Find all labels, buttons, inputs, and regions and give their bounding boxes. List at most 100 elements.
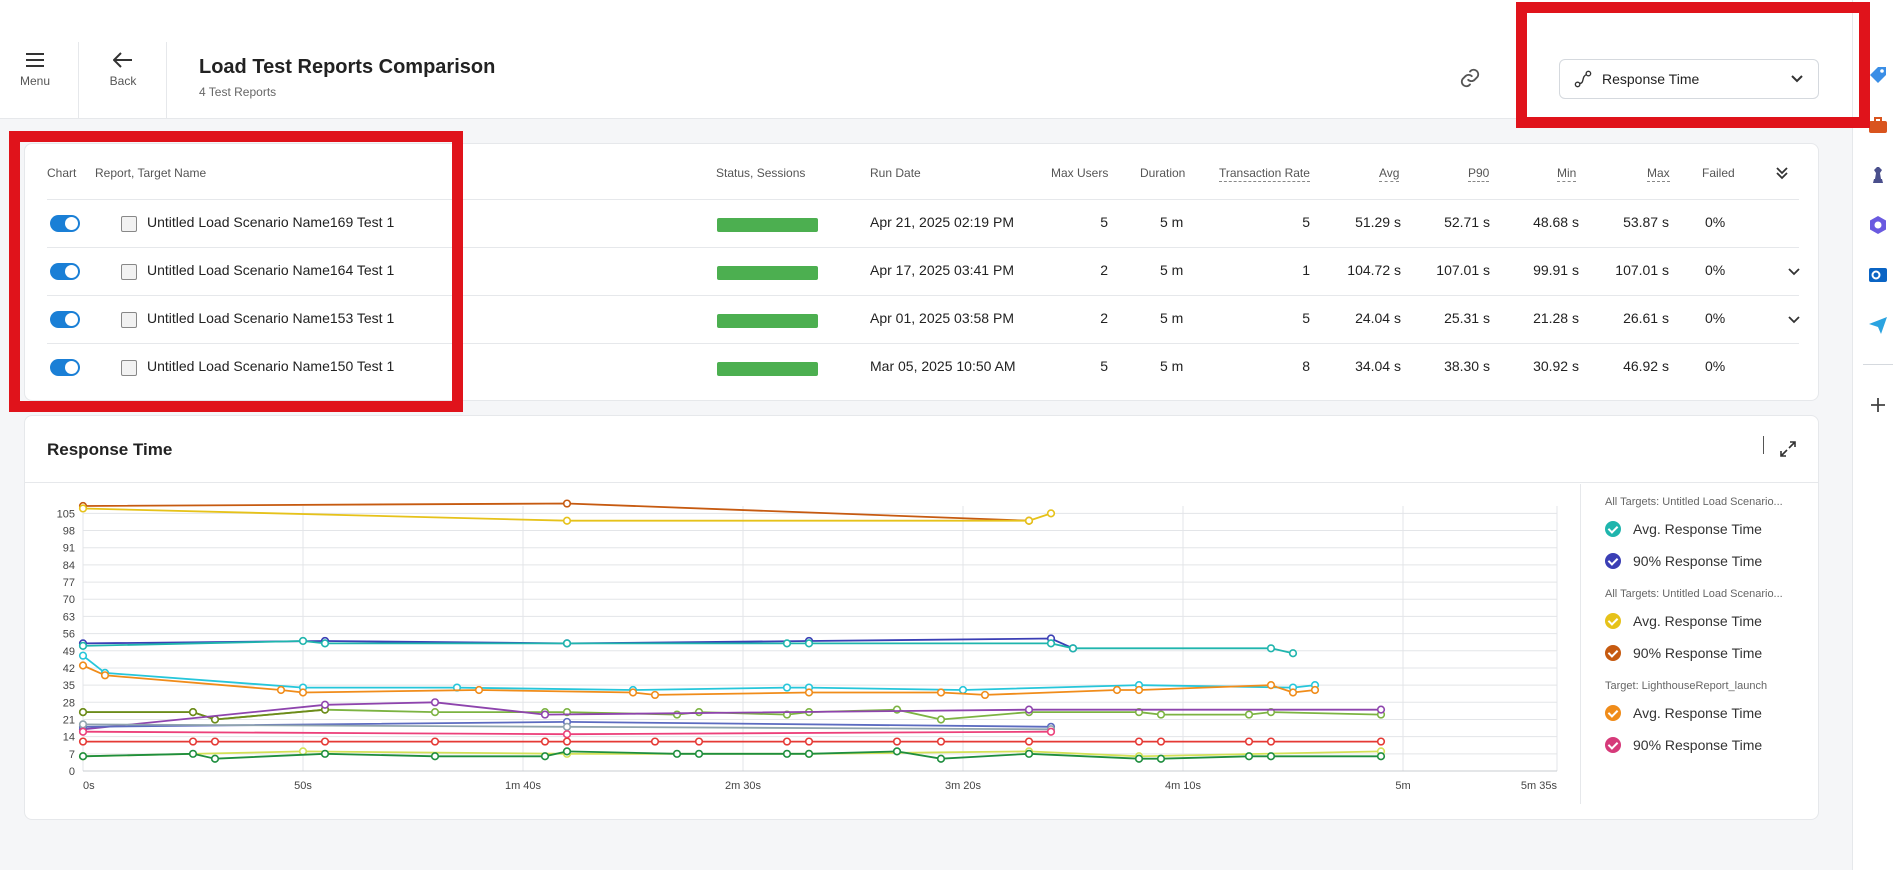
back-label: Back (109, 74, 137, 88)
back-button[interactable]: Back (82, 52, 164, 130)
data-point (320, 749, 330, 758)
chart-toggle[interactable] (50, 263, 80, 280)
data-point (694, 737, 704, 746)
data-point (100, 671, 110, 680)
expand-all-button[interactable] (1775, 166, 1789, 185)
y-tick-label: 49 (63, 646, 75, 658)
legend-item[interactable]: 90% Response Time (1605, 734, 1815, 756)
col-min[interactable]: Min (1557, 166, 1577, 182)
x-tick-label: 5m 35s (1521, 780, 1558, 792)
report-name[interactable]: Untitled Load Scenario Name164 Test 1 (147, 262, 395, 278)
cell-min: 30.92 s (1533, 358, 1579, 374)
rail-send-icon[interactable] (1865, 312, 1891, 338)
data-point (1156, 710, 1166, 719)
cell-run-date: Apr 21, 2025 02:19 PM (870, 214, 1014, 230)
rail-hexagon-icon[interactable] (1865, 212, 1891, 238)
rail-briefcase-icon[interactable] (1865, 112, 1891, 138)
data-point (188, 749, 198, 758)
legend-item[interactable]: 90% Response Time (1605, 550, 1815, 572)
rail-chess-icon[interactable] (1865, 162, 1891, 188)
y-tick-label: 77 (63, 577, 75, 589)
col-avg[interactable]: Avg (1379, 166, 1400, 182)
rail-outlook-icon[interactable] (1865, 262, 1891, 288)
y-tick-label: 7 (69, 749, 75, 761)
cell-min: 21.28 s (1533, 310, 1579, 326)
data-point (78, 661, 88, 670)
table-row[interactable]: Untitled Load Scenario Name153 Test 1 Ap… (47, 295, 1801, 343)
row-expand-button[interactable] (1787, 312, 1801, 330)
cell-p90: 38.30 s (1444, 358, 1490, 374)
toolbar-divider (1763, 436, 1764, 454)
col-failed: Failed (1702, 166, 1735, 180)
table-row[interactable]: Untitled Load Scenario Name169 Test 1 Ap… (47, 199, 1799, 247)
data-point (562, 516, 572, 525)
data-point (936, 688, 946, 697)
menu-button[interactable]: Menu (0, 52, 70, 130)
col-p90[interactable]: P90 (1468, 166, 1490, 182)
fullscreen-button[interactable] (1779, 440, 1797, 463)
hamburger-icon (26, 53, 44, 67)
report-name[interactable]: Untitled Load Scenario Name153 Test 1 (147, 310, 395, 326)
legend-item[interactable]: Avg. Response Time (1605, 610, 1815, 632)
chart-toggle[interactable] (50, 359, 80, 376)
row-expand-button[interactable] (1787, 264, 1801, 282)
col-report: Report, Target Name (95, 166, 207, 180)
x-tick-label: 4m 10s (1165, 780, 1202, 792)
col-max[interactable]: Max (1647, 166, 1670, 182)
check-circle-icon (1605, 705, 1621, 721)
cell-failed: 0% (1705, 262, 1726, 278)
x-tick-label: 3m 20s (945, 780, 982, 792)
col-max-users: Max Users (1051, 166, 1109, 180)
report-name[interactable]: Untitled Load Scenario Name150 Test 1 (147, 358, 395, 374)
legend-item-label: Avg. Response Time (1633, 521, 1762, 537)
cell-avg: 104.72 s (1347, 262, 1401, 278)
data-point (892, 747, 902, 756)
data-point (78, 727, 88, 736)
col-transaction-rate[interactable]: Transaction Rate (1219, 166, 1310, 182)
share-link-button[interactable] (1456, 64, 1484, 92)
data-point (188, 737, 198, 746)
chart-legend: All Targets: Untitled Load Scenario... Av… (1605, 496, 1815, 772)
data-point (298, 688, 308, 697)
legend-item-label: 90% Response Time (1633, 737, 1763, 753)
chart-toggle[interactable] (50, 215, 80, 232)
data-point (78, 504, 88, 513)
y-tick-label: 0 (69, 766, 75, 778)
data-point (78, 720, 88, 729)
y-tick-label: 21 (63, 714, 75, 726)
x-tick-label: 0s (83, 780, 95, 792)
chevron-down-icon (1788, 316, 1800, 324)
rail-add-icon[interactable] (1865, 392, 1891, 418)
rail-tag-icon[interactable] (1865, 62, 1891, 88)
data-point (540, 752, 550, 761)
legend-item[interactable]: Avg. Response Time (1605, 518, 1815, 540)
metric-select[interactable]: Response Time (1559, 59, 1819, 99)
y-tick-label: 63 (63, 611, 75, 623)
rail-divider (1863, 364, 1893, 365)
cell-failed: 0% (1705, 214, 1726, 230)
series-line (83, 708, 326, 721)
series-line (82, 701, 1381, 731)
legend-item-label: 90% Response Time (1633, 553, 1763, 569)
data-point (1266, 737, 1276, 746)
legend-item[interactable]: 90% Response Time (1605, 642, 1815, 664)
report-icon (121, 312, 137, 328)
data-point (1046, 639, 1056, 648)
report-name[interactable]: Untitled Load Scenario Name169 Test 1 (147, 214, 395, 230)
cell-duration: 5 m (1160, 358, 1184, 374)
data-point (210, 737, 220, 746)
data-point (1024, 737, 1034, 746)
legend-item[interactable]: Avg. Response Time (1605, 702, 1815, 724)
table-row[interactable]: Untitled Load Scenario Name164 Test 1 Ap… (47, 247, 1801, 295)
data-point (782, 639, 792, 648)
chart-toggle[interactable] (50, 311, 80, 328)
cell-duration: 5 m (1160, 310, 1184, 326)
y-tick-label: 105 (57, 508, 75, 520)
x-tick-label: 50s (294, 780, 312, 792)
table-row[interactable]: Untitled Load Scenario Name150 Test 1 Ma… (47, 343, 1799, 391)
data-point (936, 715, 946, 724)
data-point (78, 752, 88, 761)
chevron-down-icon (1791, 75, 1803, 83)
legend-item-label: 90% Response Time (1633, 645, 1763, 661)
cell-transaction-rate: 8 (1302, 358, 1310, 374)
